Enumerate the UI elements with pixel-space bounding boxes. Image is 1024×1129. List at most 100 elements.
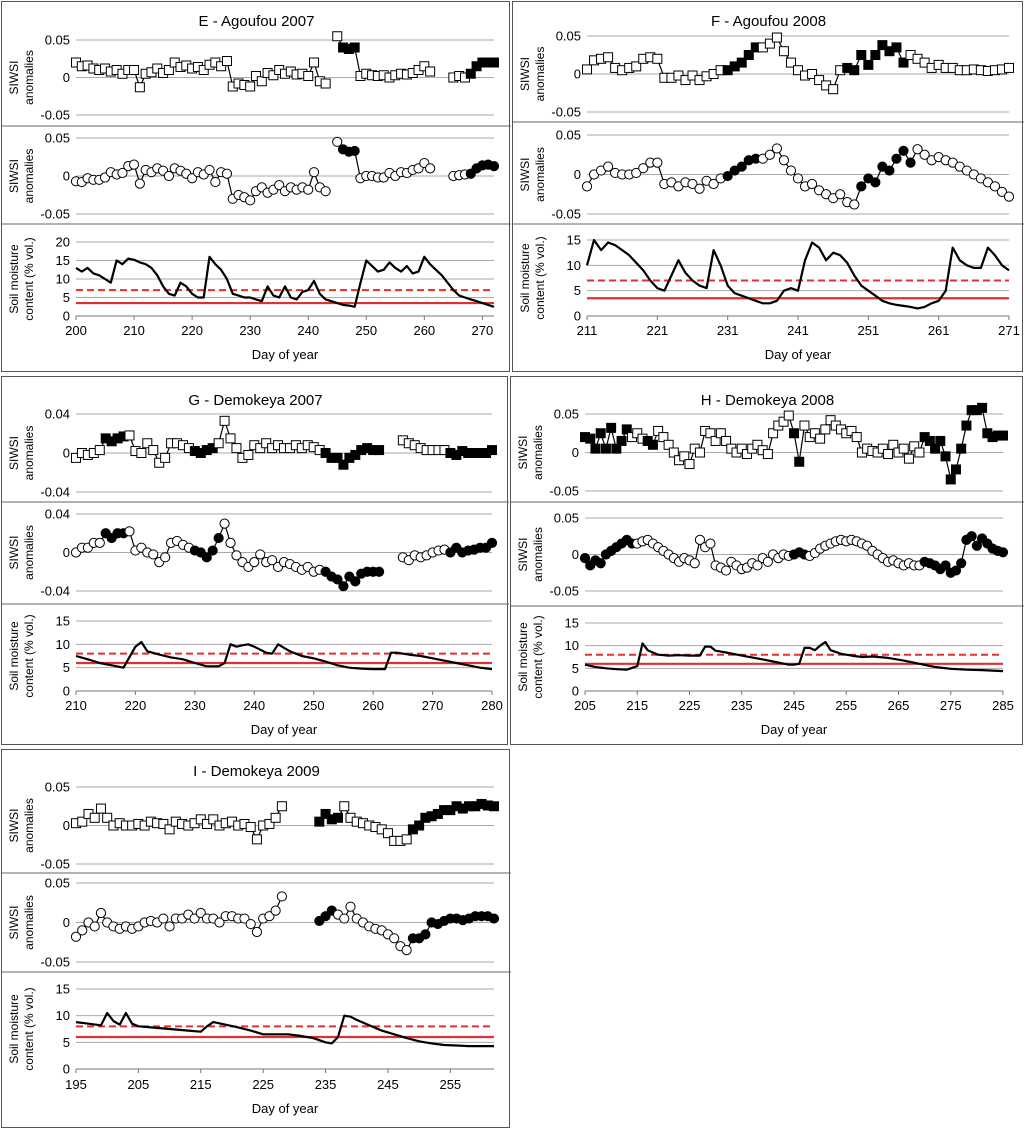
data-point: [930, 443, 941, 454]
data-point: [245, 918, 256, 930]
data-point: [977, 402, 988, 413]
y-tick-label: 0: [63, 309, 70, 324]
y-tick-label: 0: [63, 70, 70, 85]
x-tick-label: 280: [481, 698, 503, 713]
data-point: [425, 163, 436, 174]
data-point: [888, 439, 899, 450]
data-point: [722, 170, 733, 182]
y-tick-label: -0.05: [551, 105, 581, 120]
data-point: [214, 917, 225, 928]
data-point: [264, 818, 275, 829]
y-tick-label: 10: [56, 1008, 70, 1023]
data-point: [956, 558, 967, 569]
x-tick-label: 240: [297, 323, 319, 338]
data-point: [736, 443, 747, 454]
y-axis-label: anomalies: [22, 50, 36, 105]
data-point: [128, 159, 140, 170]
data-point: [632, 428, 643, 439]
data-point: [585, 433, 596, 444]
data-point: [382, 828, 393, 839]
data-point: [338, 459, 349, 470]
data-point: [164, 824, 175, 835]
x-tick-label: 231: [717, 323, 739, 338]
y-axis-label: anomalies: [22, 525, 36, 580]
y-axis-label: Soil moisture: [516, 622, 530, 692]
data-point: [815, 433, 826, 444]
data-point: [251, 834, 262, 845]
y-tick-label: 0: [572, 445, 579, 460]
data-point: [210, 176, 221, 188]
x-tick-label: 225: [679, 698, 701, 713]
data-point: [919, 57, 930, 68]
data-point: [349, 42, 360, 53]
data-point: [793, 65, 803, 76]
data-point: [489, 57, 499, 68]
data-point: [339, 801, 350, 812]
y-tick-label: 0: [572, 684, 579, 699]
data-point: [825, 415, 836, 426]
x-tick-label: 250: [303, 698, 325, 713]
data-point: [160, 552, 171, 563]
data-point: [961, 420, 972, 431]
data-point: [870, 50, 881, 60]
data-point: [256, 76, 267, 87]
soil-moisture-line: [75, 640, 493, 671]
data-point: [89, 921, 100, 932]
y-axis-label: SIWSI: [7, 905, 21, 939]
y-tick-label: 5: [574, 283, 581, 298]
data-point: [595, 428, 606, 439]
y-tick-label: 0.04: [45, 407, 70, 422]
y-axis-label: Soil moisture: [7, 244, 21, 314]
data-point: [488, 161, 500, 172]
y-axis-label: content (% vol.): [22, 987, 36, 1070]
data-point: [905, 157, 916, 168]
series-line: [318, 905, 495, 952]
data-point: [420, 929, 431, 940]
data-point: [638, 163, 649, 174]
y-tick-label: 0: [63, 446, 70, 461]
chart-title: F - Agoufou 2008: [711, 13, 826, 30]
data-point: [77, 816, 88, 827]
x-tick-label: 245: [783, 698, 805, 713]
data-point: [249, 557, 260, 568]
data-point: [489, 801, 499, 812]
x-tick-label: 230: [184, 698, 206, 713]
data-point: [213, 438, 224, 449]
data-point: [778, 46, 789, 57]
data-point: [771, 32, 782, 43]
data-point: [631, 61, 642, 72]
x-tick-label: 241: [787, 323, 809, 338]
data-point: [694, 447, 705, 458]
data-point: [687, 178, 698, 190]
data-point: [912, 144, 923, 155]
data-point: [231, 443, 242, 454]
data-point: [721, 435, 732, 446]
y-tick-label: 0.05: [554, 511, 579, 526]
x-tick-label: 215: [626, 698, 648, 713]
y-axis-label: content (% vol.): [533, 236, 547, 319]
panel-g-demokeya-2007: G - Demokeya 2007 SIWSI anomalies 0.04 0 -0.0…: [1, 376, 509, 745]
y-axis-label: anomalies: [22, 895, 36, 950]
x-tick-label: 285: [992, 698, 1014, 713]
data-point: [595, 558, 606, 569]
y-tick-label: 0: [63, 915, 70, 930]
y-axis-label: anomalies: [531, 425, 545, 480]
data-point: [124, 526, 135, 537]
data-point: [124, 430, 135, 441]
data-point: [884, 165, 895, 176]
data-point: [374, 445, 385, 456]
y-axis-label: anomalies: [22, 149, 36, 204]
soil-moisture-line: [75, 1011, 494, 1048]
data-point: [276, 801, 287, 812]
data-point: [752, 560, 763, 571]
y-tick-label: 0: [63, 169, 70, 184]
data-point: [142, 438, 153, 449]
data-point: [245, 81, 256, 92]
data-point: [877, 443, 888, 454]
data-point: [764, 38, 775, 49]
data-point: [898, 443, 909, 454]
